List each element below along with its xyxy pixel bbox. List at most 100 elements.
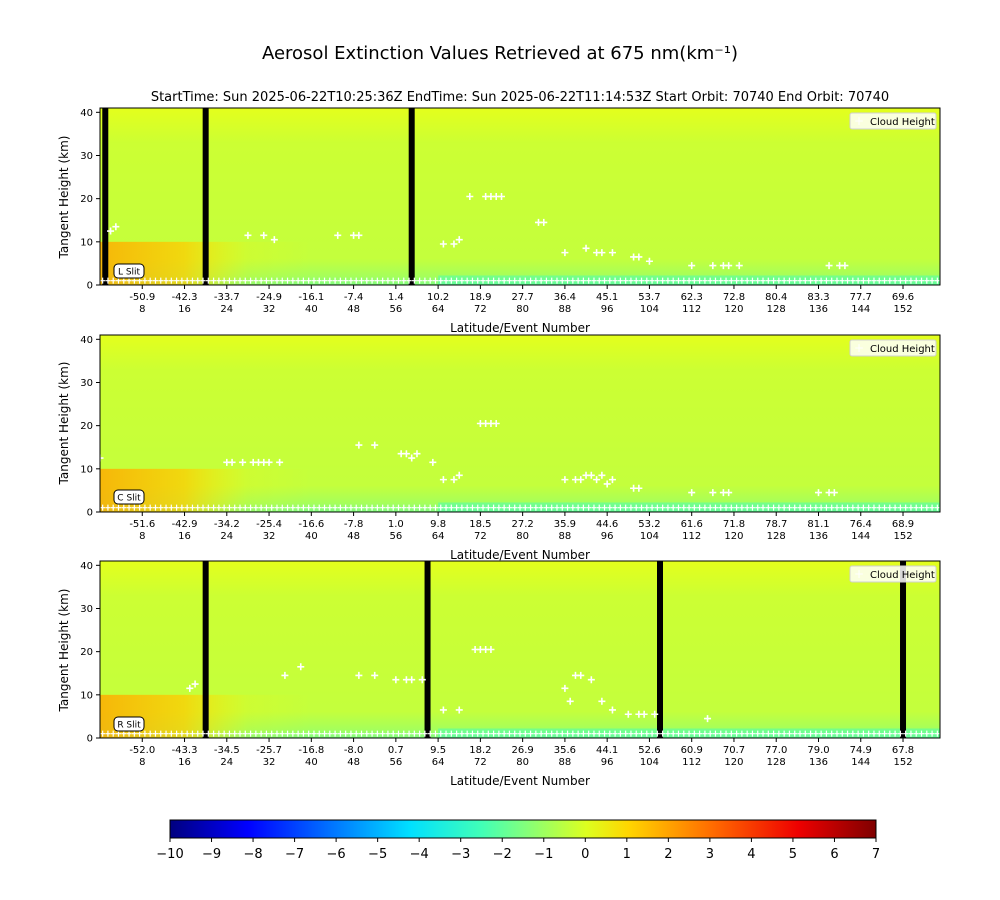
cloud-height-marker: [492, 420, 500, 427]
cloud-height-marker: [686, 730, 692, 737]
event-tick-label: 88: [559, 757, 572, 768]
cloud-height-marker: [455, 471, 463, 479]
cloud-height-marker: [408, 676, 416, 684]
cloud-height-marker: [385, 504, 391, 511]
panel-l-slit: 0 10 20 30 40 -50.98 -42.316 -33.724 -24.932 -16.…: [57, 107, 941, 335]
cloud-height-marker: [635, 484, 643, 492]
event-tick-label: 16: [178, 757, 191, 768]
cloud-height-marker: [237, 277, 243, 284]
cloud-height-marker: [221, 277, 227, 284]
cloud-height-marker: [577, 476, 585, 484]
cloud-height-marker: [543, 277, 549, 284]
colorbar-tick-label: −4: [410, 847, 429, 862]
cloud-height-marker: [248, 504, 254, 511]
cloud-height-marker: [290, 504, 296, 511]
cloud-height-marker: [411, 504, 417, 511]
cloud-height-marker: [575, 504, 581, 511]
cloud-height-marker: [110, 504, 116, 511]
event-tick-label: 24: [220, 304, 233, 315]
cloud-height-marker: [517, 730, 523, 737]
legend-label: Cloud Height: [870, 117, 935, 128]
latitude-tick-label: -52.0: [129, 745, 155, 756]
cloud-height-marker: [608, 706, 616, 714]
latitude-tick-label: -51.6: [129, 519, 155, 530]
cloud-height-marker: [718, 277, 724, 284]
cloud-height-marker: [882, 277, 888, 284]
cloud-height-marker: [776, 277, 782, 284]
cloud-height-marker: [322, 730, 328, 737]
event-tick-label: 144: [851, 304, 870, 315]
cloud-height-marker: [702, 730, 708, 737]
cloud-height-marker: [316, 730, 322, 737]
cloud-height-marker: [697, 504, 703, 511]
cloud-height-marker: [429, 458, 437, 466]
event-tick-label: 24: [220, 531, 233, 542]
cloud-height-marker: [823, 730, 829, 737]
cloud-height-marker: [623, 504, 629, 511]
latitude-tick-label: 70.7: [723, 745, 745, 756]
cloud-height-marker: [709, 489, 717, 497]
cloud-height-marker: [786, 730, 792, 737]
cloud-height-marker: [195, 730, 201, 737]
slit-label-text: L Slit: [118, 268, 141, 278]
slit-label: L Slit: [113, 263, 145, 279]
cloud-height-marker: [417, 504, 423, 511]
cloud-height-marker: [258, 504, 264, 511]
cloud-height-marker: [924, 277, 930, 284]
cloud-height-marker: [644, 730, 650, 737]
cloud-height-marker: [343, 504, 349, 511]
y-tick-label: 10: [80, 464, 93, 475]
cloud-height-marker: [934, 277, 940, 284]
cloud-height-marker: [554, 277, 560, 284]
cloud-height-marker: [554, 730, 560, 737]
latitude-tick-label: 9.8: [430, 519, 446, 530]
missing-event-bar: [202, 561, 209, 738]
cloud-height-marker: [422, 730, 428, 737]
cloud-height-marker: [248, 277, 254, 284]
cloud-height-marker: [830, 489, 838, 497]
latitude-tick-label: 76.4: [850, 519, 872, 530]
cloud-height-marker: [163, 504, 169, 511]
event-tick-label: 64: [432, 757, 445, 768]
latitude-tick-label: -24.9: [256, 292, 282, 303]
cloud-height-marker: [587, 676, 595, 684]
cloud-height-marker: [195, 277, 201, 284]
cloud-height-marker: [221, 504, 227, 511]
cloud-height-marker: [126, 277, 132, 284]
cloud-height-marker: [596, 504, 602, 511]
cloud-height-marker: [448, 277, 454, 284]
y-tick-label: 30: [80, 378, 93, 389]
cloud-height-marker: [253, 277, 259, 284]
colorbar-tick-label: −7: [285, 847, 304, 862]
colorbar-tick-label: 7: [872, 847, 880, 862]
cloud-height-marker: [158, 277, 164, 284]
cloud-height-marker: [776, 504, 782, 511]
cloud-height-marker: [839, 504, 845, 511]
cloud-height-marker: [402, 450, 410, 458]
latitude-tick-label: 44.6: [596, 519, 618, 530]
cloud-height-marker: [559, 277, 565, 284]
cloud-height-marker: [755, 504, 761, 511]
cloud-height-marker: [152, 730, 158, 737]
cloud-height-marker: [728, 730, 734, 737]
cloud-height-marker: [359, 730, 365, 737]
cloud-height-marker: [913, 277, 919, 284]
cloud-height-marker: [580, 504, 586, 511]
cloud-height-marker: [364, 730, 370, 737]
event-tick-label: 48: [347, 304, 360, 315]
cloud-height-marker: [443, 730, 449, 737]
cloud-height-marker: [322, 277, 328, 284]
cloud-height-marker: [276, 458, 284, 466]
cloud-height-marker: [681, 504, 687, 511]
cloud-height-marker: [343, 277, 349, 284]
cloud-height-marker: [260, 231, 268, 239]
cloud-height-marker: [528, 504, 534, 511]
colorbar-tick-label: −8: [243, 847, 262, 862]
latitude-tick-label: 45.1: [596, 292, 618, 303]
latitude-tick-label: -34.5: [214, 745, 240, 756]
cloud-height-marker: [517, 277, 523, 284]
cloud-height-marker: [834, 730, 840, 737]
latitude-tick-label: 69.6: [892, 292, 914, 303]
latitude-tick-label: 18.5: [469, 519, 491, 530]
latitude-tick-label: -34.2: [214, 519, 240, 530]
